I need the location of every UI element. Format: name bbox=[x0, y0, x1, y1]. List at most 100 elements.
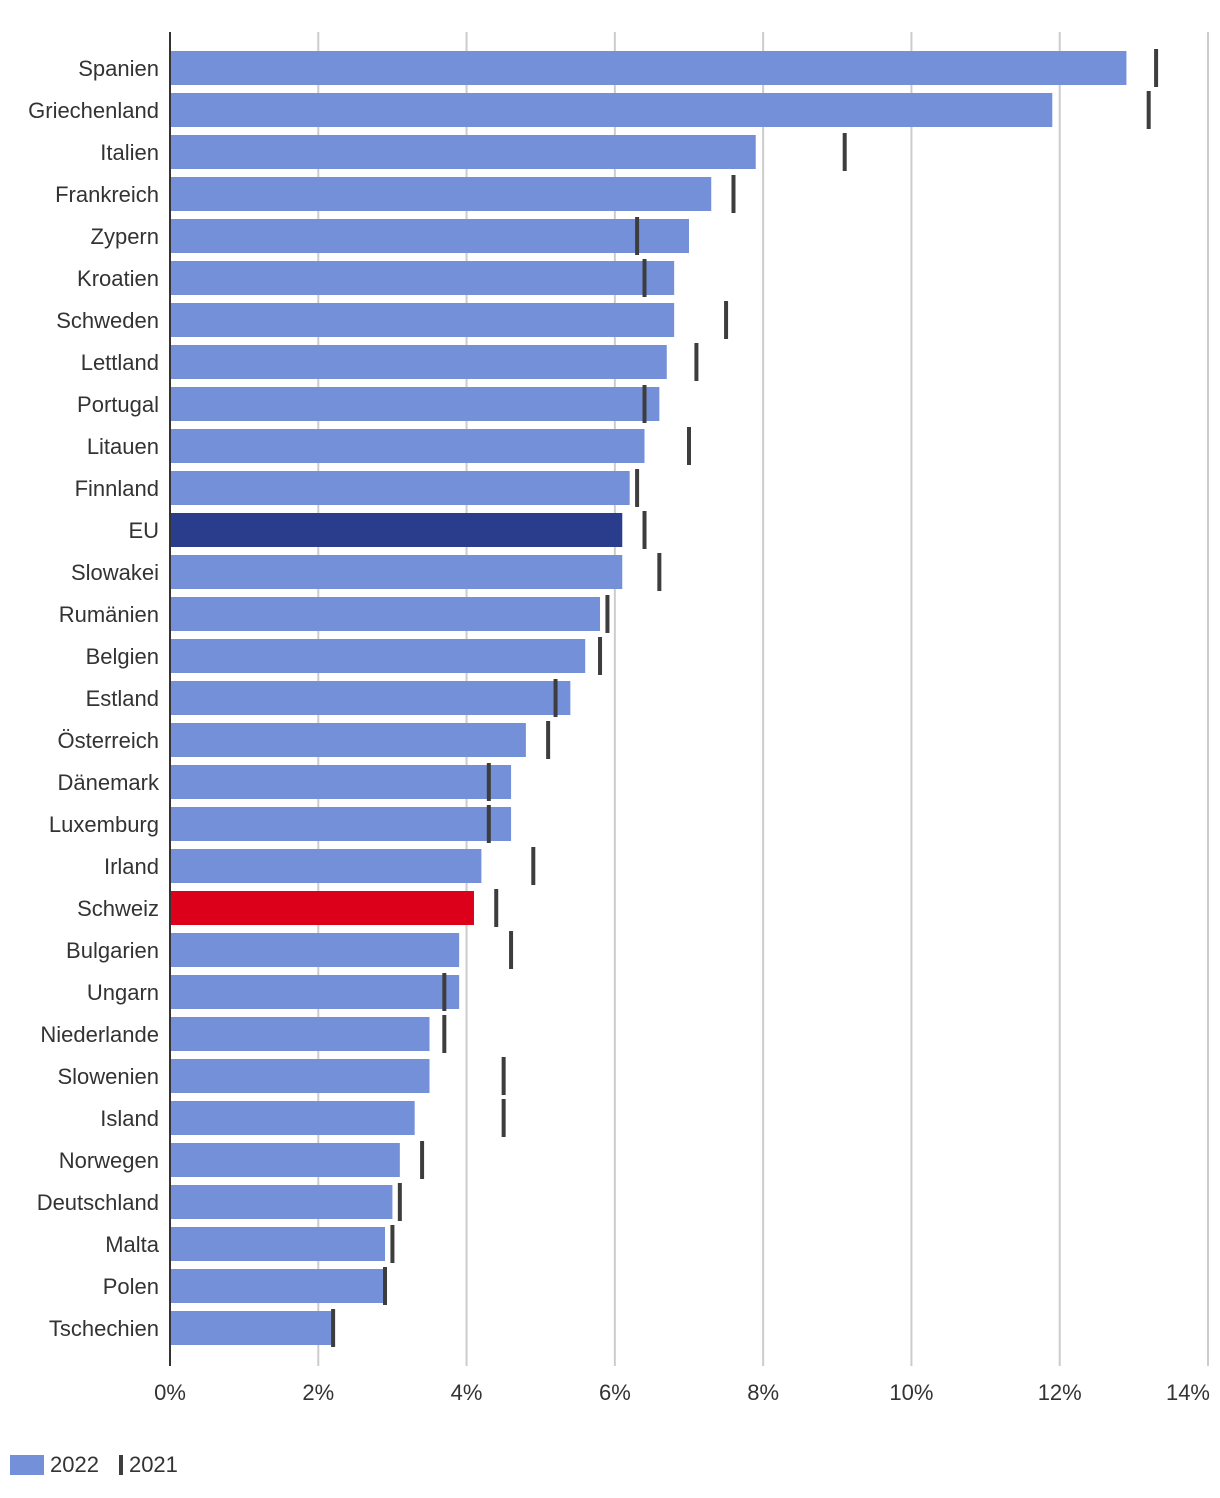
marker-2021 bbox=[642, 385, 647, 423]
marker-2021 bbox=[486, 805, 491, 843]
bar-2022 bbox=[170, 177, 712, 211]
x-tick-label: 12% bbox=[1038, 1380, 1082, 1405]
bar-2022 bbox=[170, 681, 571, 715]
x-tick-label: 2% bbox=[302, 1380, 334, 1405]
marker-2021 bbox=[687, 427, 691, 465]
marker-2021 bbox=[1146, 91, 1151, 129]
x-tick-label: 6% bbox=[599, 1380, 631, 1405]
x-tick-label: 4% bbox=[451, 1380, 483, 1405]
category-label: Slowakei bbox=[71, 560, 159, 585]
marker-2021 bbox=[605, 595, 610, 633]
bar-2022 bbox=[170, 807, 512, 841]
marker-2021 bbox=[1154, 49, 1159, 87]
bar-2022 bbox=[170, 723, 526, 757]
category-label: Deutschland bbox=[37, 1190, 159, 1215]
legend-label-2022: 2022 bbox=[50, 1452, 99, 1477]
bar-2022 bbox=[170, 765, 512, 799]
marker-2021 bbox=[598, 637, 603, 675]
legend-marker-2021 bbox=[118, 1455, 123, 1475]
marker-2021 bbox=[531, 847, 536, 885]
legend-label-2021: 2021 bbox=[128, 1452, 178, 1477]
bar-chart: Spanien Griechenland Italien Frankreich Zype… bbox=[28, 32, 1210, 1405]
marker-2021 bbox=[642, 259, 647, 297]
legend: 2022 2021 bbox=[10, 1452, 178, 1478]
category-label: Polen bbox=[103, 1274, 159, 1299]
bar-2022 bbox=[170, 429, 645, 463]
bar-2022 bbox=[170, 261, 675, 295]
category-label: Italien bbox=[100, 140, 159, 165]
marker-2021 bbox=[397, 1183, 402, 1221]
bar-2022 bbox=[170, 513, 623, 547]
bars-2022 bbox=[170, 51, 1127, 1345]
category-label: Belgien bbox=[86, 644, 159, 669]
marker-2021 bbox=[842, 133, 847, 171]
bar-2022 bbox=[170, 1227, 386, 1261]
category-label: Österreich bbox=[58, 728, 159, 753]
bar-2022 bbox=[170, 93, 1053, 127]
category-label: Portugal bbox=[77, 392, 159, 417]
category-label: Kroatien bbox=[77, 266, 159, 291]
category-label: Island bbox=[100, 1106, 159, 1131]
bar-2022 bbox=[170, 1059, 430, 1093]
marker-2021 bbox=[501, 1057, 506, 1095]
marker-2021 bbox=[657, 553, 662, 591]
bar-2022 bbox=[170, 387, 660, 421]
category-label: Litauen bbox=[87, 434, 159, 459]
marker-2021 bbox=[642, 511, 647, 549]
category-label: Finnland bbox=[75, 476, 159, 501]
markers-2021 bbox=[331, 49, 1159, 1347]
marker-2021 bbox=[694, 343, 699, 381]
marker-2021 bbox=[442, 1015, 447, 1053]
category-label: Schweden bbox=[56, 308, 159, 333]
x-tick-label: 0% bbox=[154, 1380, 186, 1405]
category-label: Bulgarien bbox=[66, 938, 159, 963]
marker-2021 bbox=[635, 469, 640, 507]
category-labels: Spanien Griechenland Italien Frankreich Zype… bbox=[28, 56, 160, 1341]
category-label: Lettland bbox=[81, 350, 159, 375]
x-tick-label: 14% bbox=[1166, 1380, 1210, 1405]
bar-2022 bbox=[170, 1101, 415, 1135]
marker-2021 bbox=[731, 175, 736, 213]
category-label: Norwegen bbox=[59, 1148, 159, 1173]
bar-2022 bbox=[170, 1017, 430, 1051]
bar-2022 bbox=[170, 345, 667, 379]
category-label: Ungarn bbox=[87, 980, 159, 1005]
marker-2021 bbox=[494, 889, 499, 927]
x-tick-label: 10% bbox=[889, 1380, 933, 1405]
bar-2022 bbox=[170, 975, 460, 1009]
category-label: Estland bbox=[86, 686, 159, 711]
marker-2021 bbox=[635, 217, 640, 255]
bar-2022 bbox=[170, 219, 689, 253]
category-label: Malta bbox=[105, 1232, 160, 1257]
category-label: Niederlande bbox=[40, 1022, 159, 1047]
category-label: Schweiz bbox=[77, 896, 159, 921]
bar-2022 bbox=[170, 135, 756, 169]
category-label: Irland bbox=[104, 854, 159, 879]
category-label: Frankreich bbox=[55, 182, 159, 207]
marker-2021 bbox=[331, 1309, 336, 1347]
category-label: EU bbox=[128, 518, 159, 543]
marker-2021 bbox=[553, 679, 558, 717]
marker-2021 bbox=[442, 973, 447, 1011]
bar-2022 bbox=[170, 1311, 334, 1345]
x-axis-tick-labels: 0% 2% 4% 6% 8% 10% 12% 14% bbox=[154, 1380, 1210, 1405]
marker-2021 bbox=[501, 1099, 506, 1137]
marker-2021 bbox=[546, 721, 551, 759]
category-label: Spanien bbox=[78, 56, 159, 81]
x-tick-label: 8% bbox=[747, 1380, 779, 1405]
marker-2021 bbox=[486, 763, 491, 801]
bar-2022 bbox=[170, 51, 1127, 85]
bar-2022 bbox=[170, 303, 675, 337]
bar-2022 bbox=[170, 891, 474, 925]
bar-2022 bbox=[170, 1269, 386, 1303]
bar-2022 bbox=[170, 597, 601, 631]
marker-2021 bbox=[390, 1225, 395, 1263]
legend-swatch-2022 bbox=[10, 1455, 44, 1475]
marker-2021 bbox=[509, 931, 514, 969]
marker-2021 bbox=[420, 1141, 425, 1179]
bar-2022 bbox=[170, 555, 623, 589]
marker-2021 bbox=[383, 1267, 388, 1305]
category-label: Tschechien bbox=[49, 1316, 159, 1341]
bar-2022 bbox=[170, 849, 482, 883]
category-label: Griechenland bbox=[28, 98, 159, 123]
